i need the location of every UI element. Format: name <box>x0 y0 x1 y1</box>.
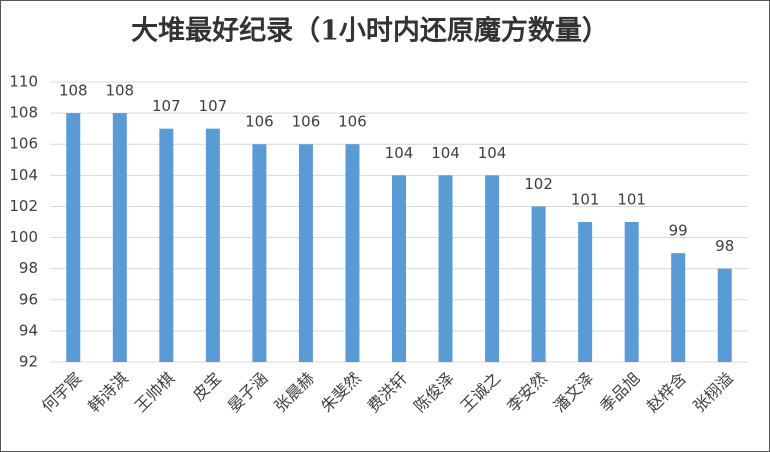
bar <box>438 175 453 362</box>
y-tick-label: 96 <box>19 290 38 308</box>
data-label: 98 <box>715 237 734 255</box>
bar <box>159 128 174 362</box>
y-tick-label: 106 <box>9 135 38 153</box>
data-label: 107 <box>152 97 181 115</box>
y-tick-label: 108 <box>9 104 38 122</box>
y-tick-label: 104 <box>9 166 38 184</box>
bar <box>624 222 639 362</box>
data-label: 106 <box>292 113 321 131</box>
data-label: 106 <box>338 113 367 131</box>
data-label: 108 <box>105 82 134 100</box>
bar <box>66 113 81 362</box>
data-label: 104 <box>478 144 507 162</box>
bar <box>252 144 267 362</box>
data-label: 101 <box>617 191 646 209</box>
data-label: 101 <box>571 191 600 209</box>
bar <box>205 128 220 362</box>
bar <box>485 175 500 362</box>
data-label: 104 <box>431 144 460 162</box>
y-tick-label: 94 <box>19 321 38 339</box>
bar <box>345 144 360 362</box>
y-tick-label: 92 <box>19 353 38 371</box>
bar <box>671 253 686 362</box>
data-label: 104 <box>385 144 414 162</box>
y-tick-label: 98 <box>19 259 38 277</box>
bar <box>392 175 406 362</box>
data-label: 99 <box>669 222 688 240</box>
data-label: 102 <box>524 175 553 193</box>
bar <box>578 222 593 362</box>
y-tick-label: 110 <box>9 73 38 91</box>
data-label: 106 <box>245 113 274 131</box>
bar <box>112 113 127 362</box>
bar <box>531 206 546 362</box>
data-label: 107 <box>199 97 228 115</box>
chart-title: 大堆最好纪录（1小时内还原魔方数量） <box>131 15 609 47</box>
y-tick-label: 100 <box>9 228 38 246</box>
data-label: 108 <box>59 82 88 100</box>
bar <box>717 268 732 362</box>
y-tick-label: 102 <box>9 197 38 215</box>
bar <box>298 144 313 362</box>
